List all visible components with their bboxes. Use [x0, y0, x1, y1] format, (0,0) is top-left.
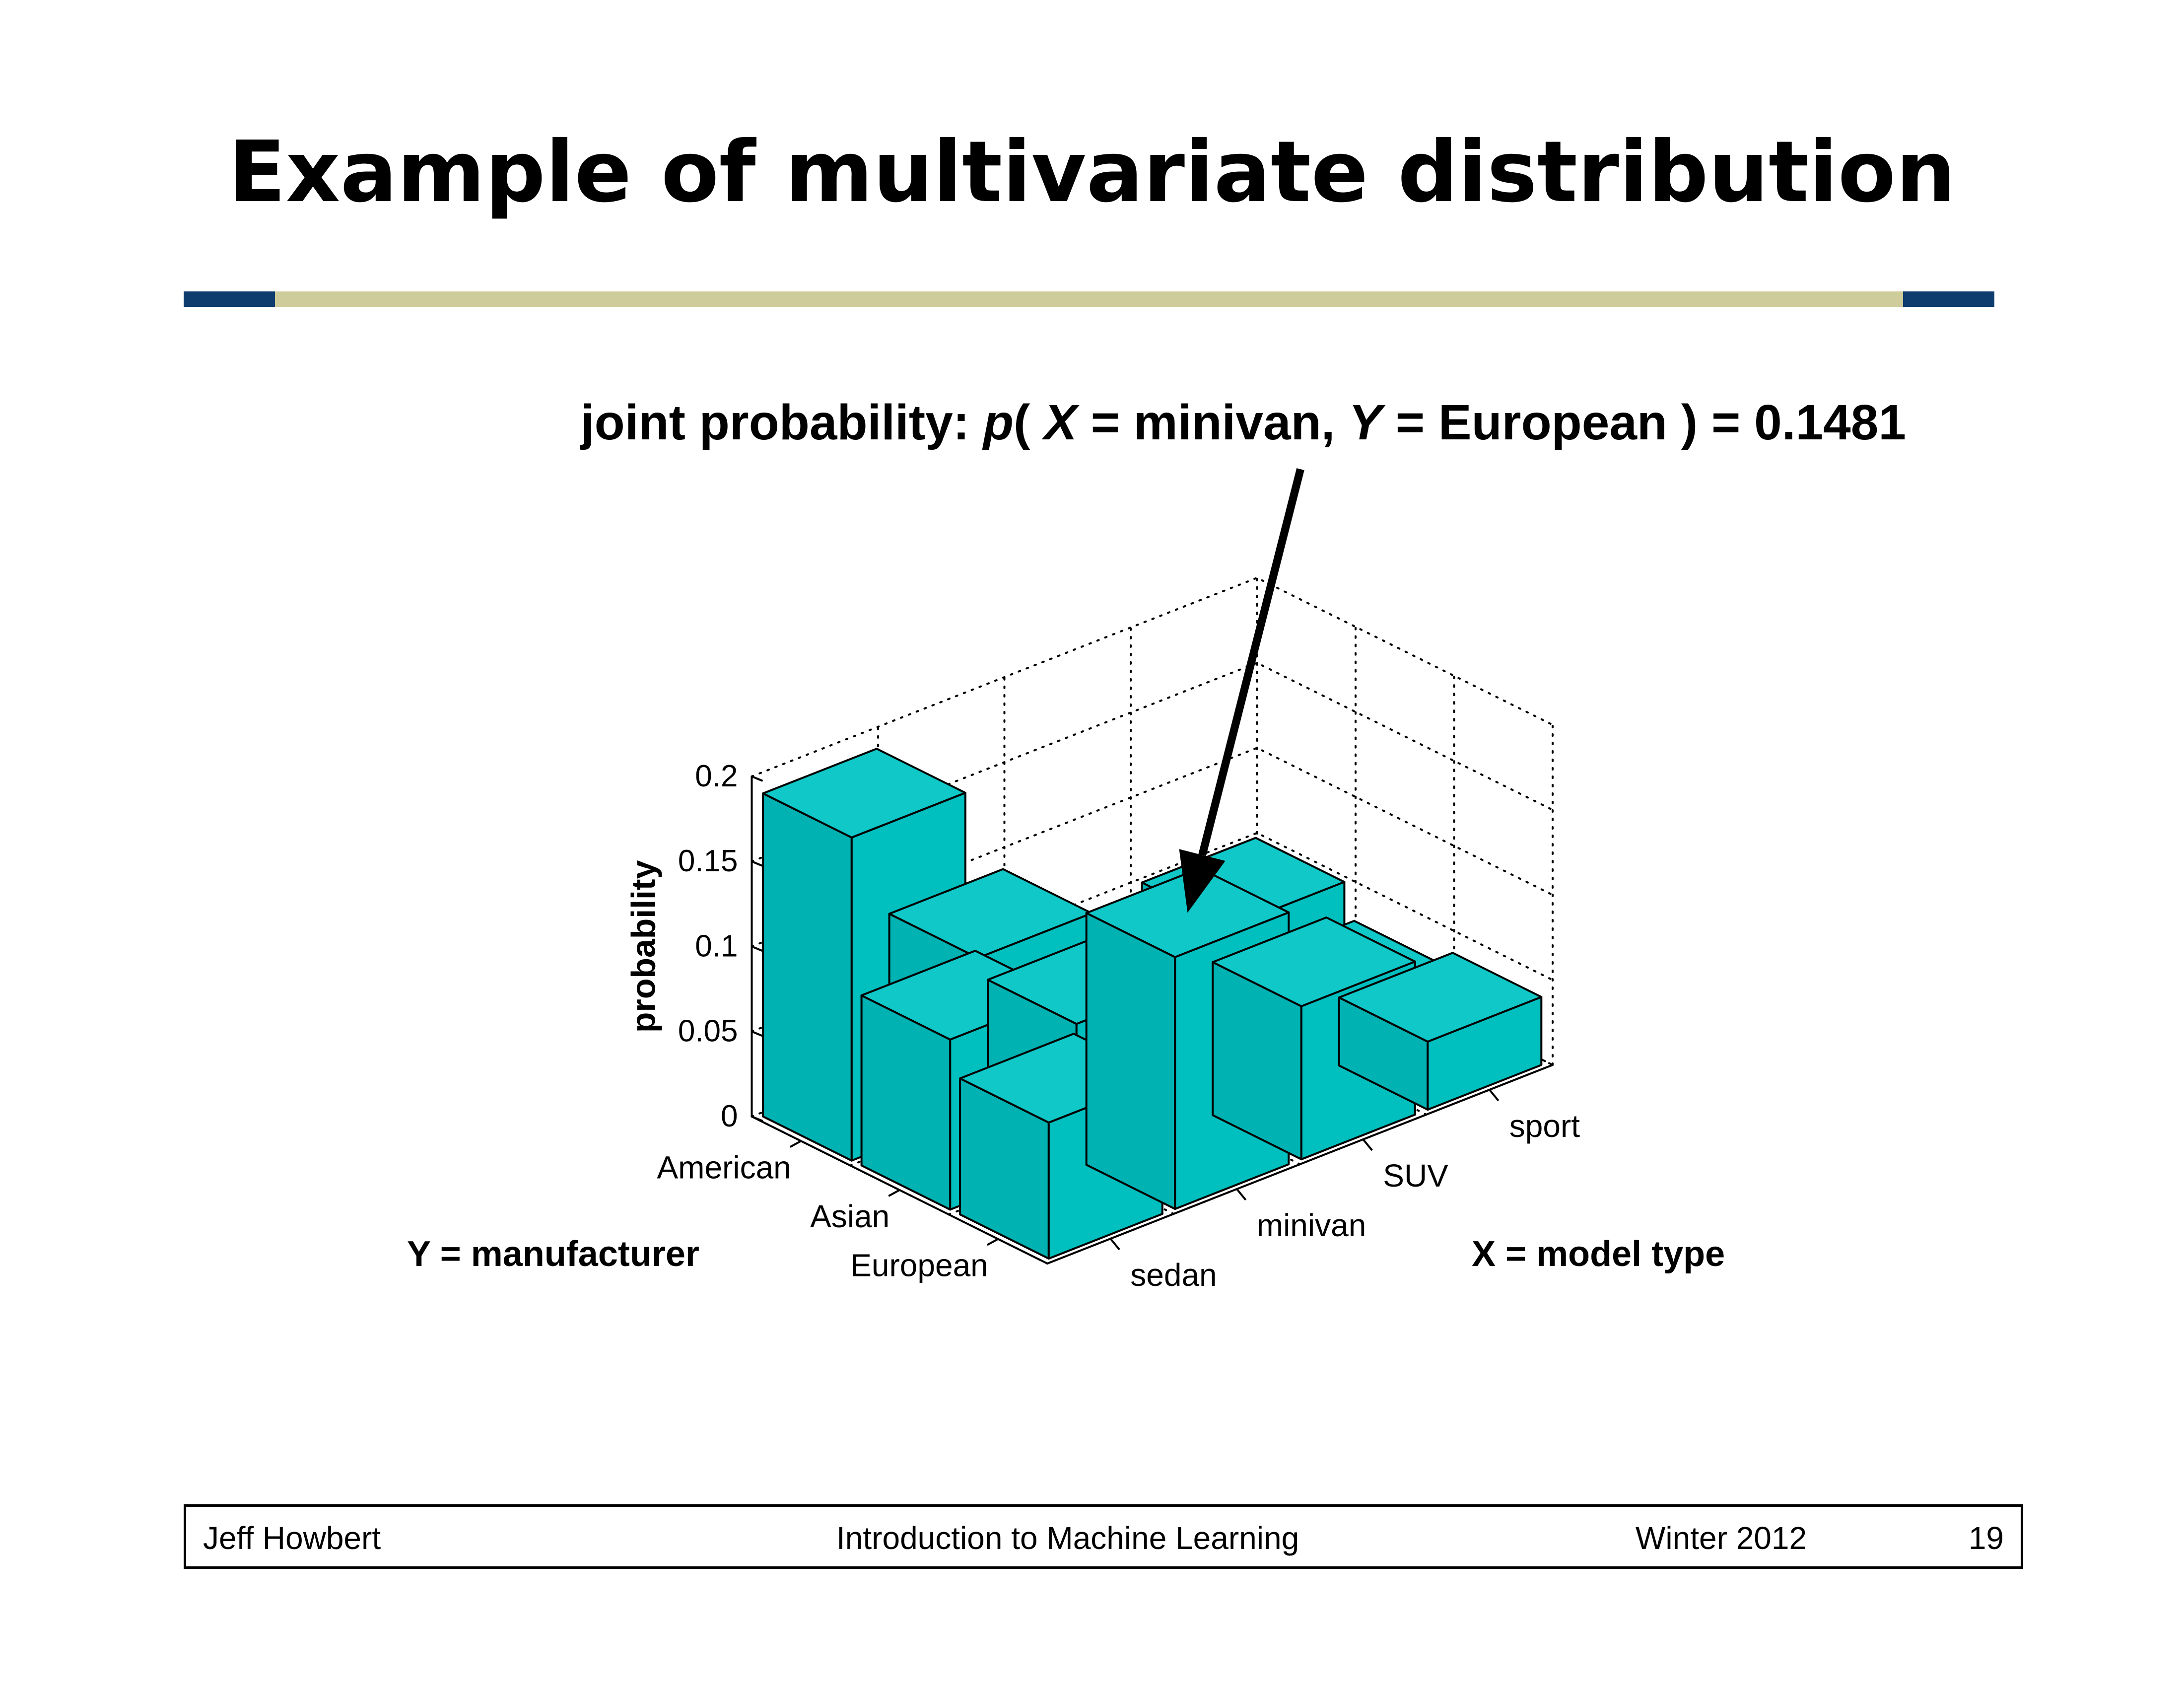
title-rule-right-cap — [1903, 291, 1994, 307]
chart-bars — [762, 748, 1543, 1260]
chart-labels: 0 0.05 0.1 0.15 0.2 probability sedan minivan SU… — [407, 759, 1725, 1293]
bar-top-face — [1338, 952, 1543, 1043]
bar-sport-European — [1338, 952, 1543, 1111]
z-tick-label: 0.2 — [695, 759, 738, 793]
joint-probability-annotation: joint probability: p( X = minivan, Y = E… — [580, 395, 1906, 450]
z-tick — [751, 860, 763, 867]
z-tick-label: 0.1 — [695, 929, 738, 963]
x-tick — [1489, 1089, 1500, 1102]
y-axis-title: Y = manufacturer — [407, 1234, 699, 1274]
bar-left-face — [762, 792, 853, 1162]
x-tick-label: sedan — [1130, 1257, 1217, 1293]
footer-course: Introduction to Machine Learning — [836, 1520, 1299, 1556]
arrow-shaft — [1198, 468, 1304, 856]
title-rule — [184, 291, 1994, 307]
footer-author: Jeff Howbert — [203, 1520, 381, 1556]
arrow-head — [1179, 849, 1226, 913]
footer-page-number: 19 — [1968, 1520, 2004, 1556]
z-axis-title: probability — [625, 860, 663, 1033]
y-tick-label: American — [657, 1149, 791, 1185]
wall-gridline — [751, 576, 1554, 777]
title-rule-left-cap — [184, 291, 275, 307]
x-tick-label: sport — [1509, 1108, 1580, 1144]
annotation-arrow — [1179, 468, 1304, 913]
footer-term: Winter 2012 — [1636, 1520, 1807, 1556]
y-tick — [986, 1238, 999, 1246]
y-tick-label: Asian — [810, 1198, 889, 1234]
z-tick — [751, 1030, 763, 1037]
z-tick-label: 0.05 — [678, 1014, 738, 1049]
z-tick — [751, 1116, 763, 1122]
x-tick-label: SUV — [1383, 1158, 1448, 1194]
z-tick-label: 0 — [721, 1099, 738, 1133]
bar-top-face — [888, 868, 1093, 959]
x-axis-title: X = model type — [1472, 1234, 1725, 1274]
slide-footer: Jeff Howbert Introduction to Machine Lea… — [184, 1504, 2023, 1569]
x-tick — [1236, 1188, 1247, 1201]
joint-probability-bar-chart: joint probability: p( X = minivan, Y = E… — [407, 395, 1906, 1293]
y-tick-label: European — [850, 1248, 988, 1283]
x-tick — [1109, 1238, 1120, 1251]
bar-top-face — [762, 748, 966, 839]
z-tick-label: 0.15 — [678, 844, 738, 878]
x-tick — [1362, 1138, 1373, 1151]
slide-title: Example of multivariate distribution — [228, 123, 1956, 221]
bar-left-face — [1085, 912, 1176, 1210]
y-tick — [789, 1140, 802, 1148]
x-tick-label: minivan — [1257, 1207, 1366, 1243]
z-tick — [751, 775, 763, 782]
x-axis-line — [1047, 1064, 1553, 1265]
y-tick — [888, 1189, 900, 1197]
bar-top-face — [1212, 916, 1416, 1007]
z-tick — [751, 945, 763, 952]
